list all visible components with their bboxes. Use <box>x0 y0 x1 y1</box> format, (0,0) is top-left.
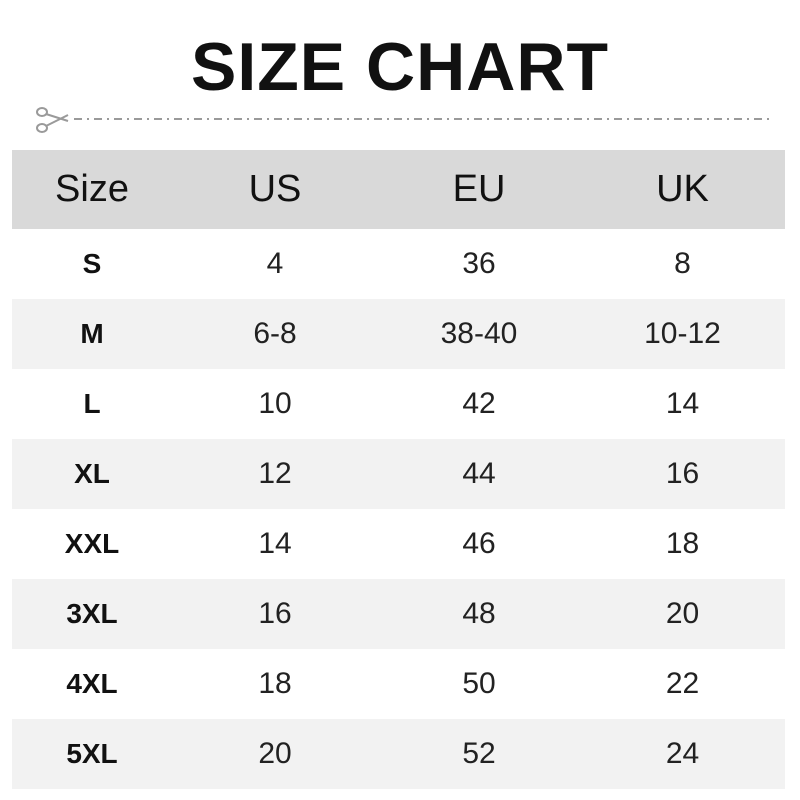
table-row: 3XL 16 48 20 <box>12 579 785 649</box>
cell-us: 18 <box>258 667 292 700</box>
cell-us: 6-8 <box>253 317 297 350</box>
cell-eu: 50 <box>462 667 496 700</box>
table-row: S 4 36 8 <box>12 229 785 299</box>
cell-size: 4XL <box>66 668 118 699</box>
cell-uk: 20 <box>665 597 700 630</box>
cell-eu: 46 <box>462 527 496 560</box>
table-row: L 10 42 14 <box>12 369 785 439</box>
table-row: XXL 14 46 18 <box>12 509 785 579</box>
header-uk: UK <box>656 168 709 210</box>
cell-size: 5XL <box>66 738 118 769</box>
cell-us: 4 <box>266 247 284 280</box>
cell-eu: 36 <box>462 247 496 280</box>
cell-uk: 10-12 <box>644 317 721 350</box>
cell-size: XXL <box>64 528 120 559</box>
table-header: Size US EU UK <box>12 150 785 229</box>
cell-uk: 18 <box>665 527 700 560</box>
cell-uk: 16 <box>665 457 700 490</box>
cell-us: 10 <box>258 387 292 420</box>
cut-line <box>36 107 774 133</box>
cell-size: L <box>83 388 101 419</box>
cell-uk: 8 <box>674 247 691 280</box>
table-row: M 6-8 38-40 10-12 <box>12 299 785 369</box>
table-row: XL 12 44 16 <box>12 439 785 509</box>
header-size: Size <box>55 168 129 210</box>
scissors-icon <box>36 107 69 133</box>
cell-uk: 14 <box>665 387 700 420</box>
cell-us: 16 <box>258 597 292 630</box>
cell-us: 12 <box>258 457 292 490</box>
cell-size: 3XL <box>66 598 118 629</box>
cell-eu: 52 <box>462 737 496 770</box>
cell-eu: 38-40 <box>440 317 518 350</box>
cell-us: 20 <box>258 737 292 770</box>
table-body: S 4 36 8 M 6-8 38-40 10-12 L 10 42 14 XL 12 44 16 XXL 14 4… <box>12 229 785 789</box>
page-title: SIZE CHART <box>191 29 609 105</box>
table-row: 5XL 20 52 24 <box>12 719 785 789</box>
cell-eu: 48 <box>462 597 496 630</box>
cell-us: 14 <box>258 527 292 560</box>
table-row: 4XL 18 50 22 <box>12 649 785 719</box>
header-eu: EU <box>452 168 506 210</box>
cell-eu: 42 <box>462 387 496 420</box>
cell-uk: 24 <box>665 737 700 770</box>
size-table: Size US EU UK S 4 36 8 M 6-8 38-40 10-12 L 10 42 14… <box>12 150 785 789</box>
cell-size: XL <box>74 458 110 489</box>
cell-size: S <box>82 248 102 279</box>
cell-eu: 44 <box>462 457 496 490</box>
cell-size: M <box>80 318 104 349</box>
cell-uk: 22 <box>665 667 700 700</box>
header-us: US <box>248 168 302 210</box>
